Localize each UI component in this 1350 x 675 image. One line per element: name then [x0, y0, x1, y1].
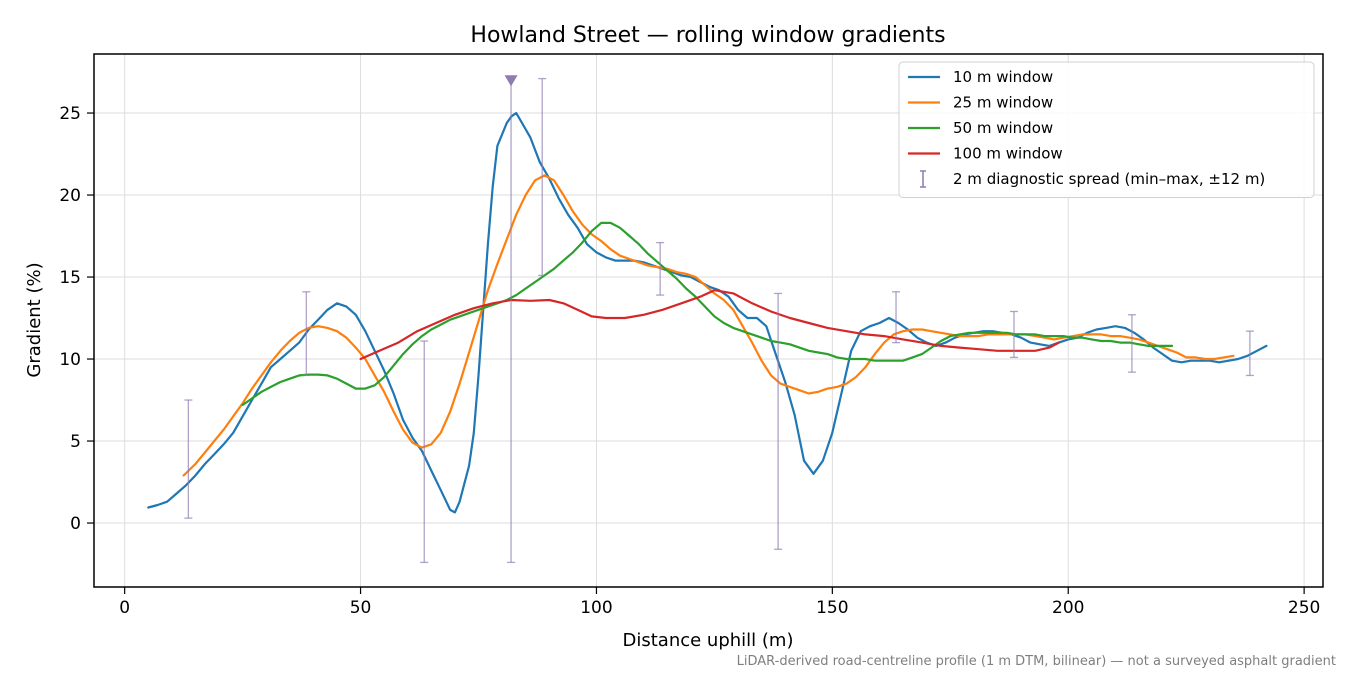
errorbar [892, 291, 901, 344]
x-axis-label: Distance uphill (m) [623, 630, 794, 651]
x-tick-label: 250 [1288, 598, 1320, 618]
x-tick-label: 200 [1052, 598, 1084, 618]
legend-item: 50 m window [908, 119, 1053, 137]
legend-label: 100 m window [953, 145, 1063, 163]
plot-frame [93, 53, 1324, 588]
x-tick-label: 150 [816, 598, 848, 618]
legend-box [898, 61, 1315, 198]
series-layer [147, 111, 1268, 514]
footnote: LiDAR-derived road-centreline profile (1… [737, 654, 1336, 669]
y-tick-label: 5 [70, 432, 81, 452]
y-tick-label: 25 [59, 104, 81, 124]
y-tick-label: 0 [70, 514, 81, 534]
y-tick-label: 10 [59, 350, 81, 370]
y-tick-label: 20 [59, 186, 81, 206]
legend-label: 10 m window [953, 68, 1053, 86]
chart-title: Howland Street — rolling window gradient… [470, 23, 945, 48]
peak-marker-icon [504, 75, 518, 87]
errorbar [1127, 314, 1136, 373]
axes: 0 50 100 150 200 250 0 5 10 15 20 25 [59, 104, 1320, 618]
legend-item: 25 m window [908, 94, 1053, 112]
errorbar [420, 340, 429, 564]
x-tick-label: 0 [119, 598, 130, 618]
series-line-1 [182, 174, 1235, 477]
errorbar [1245, 330, 1254, 377]
errorbar-layer [184, 75, 1254, 564]
errorbar [538, 77, 547, 277]
series-line-0 [147, 111, 1268, 514]
errorbar [1009, 310, 1018, 359]
x-tick-label: 50 [350, 598, 372, 618]
errorbar [302, 291, 311, 377]
legend-label: 50 m window [953, 119, 1053, 137]
errorbar [774, 292, 783, 550]
legend-label: 25 m window [953, 94, 1053, 112]
x-tick-label: 100 [580, 598, 612, 618]
legend: 10 m window 25 m window 50 m window 100 m w… [898, 61, 1315, 198]
legend-label: 2 m diagnostic spread (min–max, ±12 m) [953, 170, 1265, 188]
legend-item: 10 m window [908, 68, 1053, 86]
series-line-2 [241, 221, 1174, 407]
legend-item: 2 m diagnostic spread (min–max, ±12 m) [920, 170, 1265, 188]
y-tick-label: 15 [59, 268, 81, 288]
series-line-3 [359, 289, 1060, 361]
errorbar [184, 399, 193, 519]
errorbar [656, 241, 665, 296]
y-axis-label: Gradient (%) [24, 262, 45, 377]
legend-item: 100 m window [908, 145, 1063, 163]
